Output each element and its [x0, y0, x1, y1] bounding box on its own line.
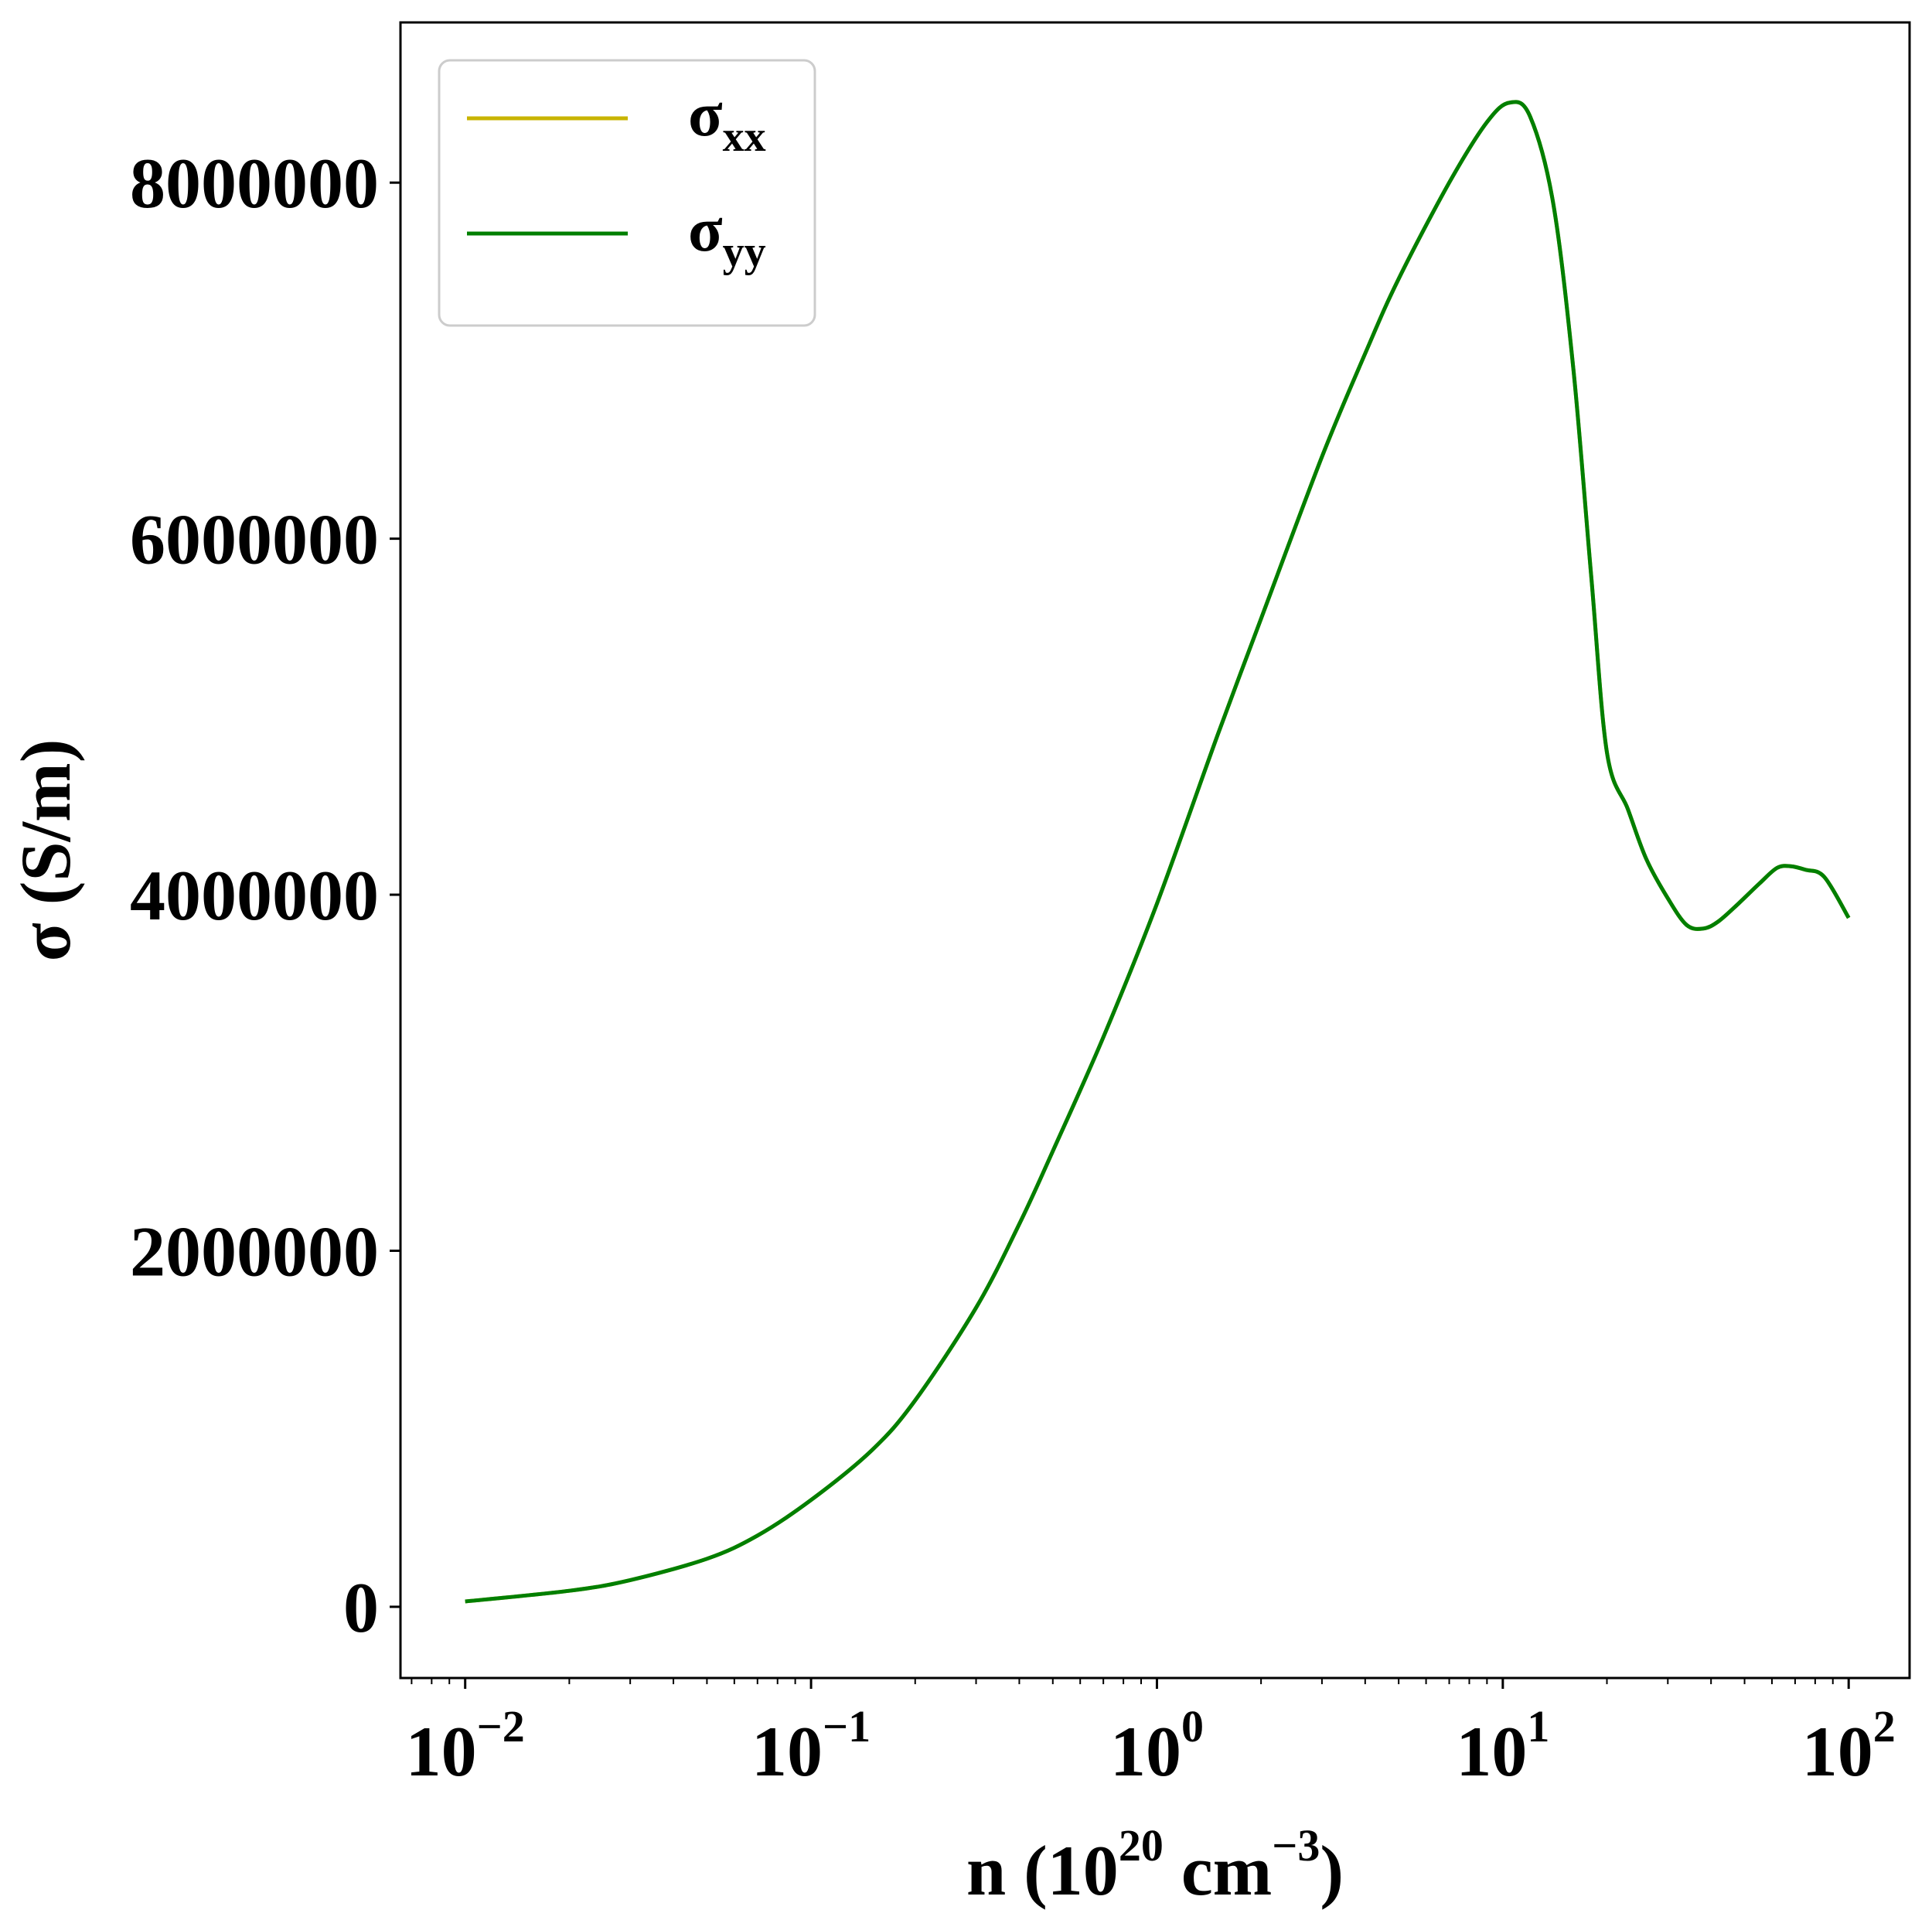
- x-tick-label-base: 10: [1802, 1712, 1873, 1791]
- legend-box: [438, 59, 816, 327]
- x-tick-label-exp: 0: [1181, 1701, 1204, 1751]
- y-tick-label: 2000000: [130, 1212, 379, 1291]
- y-tick-label: 0: [343, 1568, 379, 1647]
- x-axis-label-base: n (10: [966, 1831, 1119, 1910]
- legend-label-sigma-xx-name: σ: [688, 79, 723, 149]
- x-axis-label: n (1020 cm−3): [966, 1820, 1344, 1910]
- legend-label-sigma-xx: σxx: [688, 79, 766, 161]
- y-axis-label: σ (S/m): [6, 739, 85, 962]
- legend-label-sigma-yy-name: σ: [688, 194, 723, 264]
- x-tick-label: 101: [1456, 1701, 1549, 1791]
- x-tick-label-exp: 2: [1873, 1701, 1896, 1751]
- plot-frame: [399, 21, 1911, 1680]
- x-tick-label-base: 10: [751, 1712, 823, 1791]
- x-axis-label-exp2: −3: [1272, 1820, 1320, 1871]
- x-tick-label: 10−2: [406, 1701, 525, 1791]
- y-tick-label: 4000000: [130, 856, 379, 935]
- series-line-sigma-yy: [465, 100, 1851, 1604]
- x-tick-label-base: 10: [1110, 1712, 1181, 1791]
- x-tick-label: 100: [1110, 1701, 1204, 1791]
- legend-label-sigma-yy: σyy: [688, 194, 766, 276]
- x-tick-label-base: 10: [406, 1712, 477, 1791]
- x-tick-label-exp: 1: [1527, 1701, 1549, 1751]
- series-layer: [465, 100, 1851, 1604]
- x-tick-label: 102: [1802, 1701, 1896, 1791]
- legend-label-sigma-yy-sub: yy: [723, 228, 766, 276]
- y-tick-label: 6000000: [130, 500, 379, 579]
- x-tick-label-exp: −1: [823, 1701, 871, 1751]
- x-tick-label-exp: −2: [477, 1701, 525, 1751]
- x-axis-label-end: ): [1320, 1831, 1344, 1910]
- x-axis: 10−2 10−1 100 101 102: [406, 1678, 1896, 1791]
- x-axis-label-exp1: 20: [1119, 1820, 1164, 1871]
- y-tick-label: 8000000: [130, 144, 379, 223]
- legend-label-sigma-xx-sub: xx: [723, 113, 766, 161]
- x-tick-label: 10−1: [751, 1701, 871, 1791]
- x-tick-label-base: 10: [1456, 1712, 1527, 1791]
- x-axis-label-mid: cm: [1164, 1831, 1272, 1910]
- y-axis: 0 2000000 4000000 6000000 8000000: [130, 144, 400, 1647]
- legend: σxx σyy: [438, 59, 816, 327]
